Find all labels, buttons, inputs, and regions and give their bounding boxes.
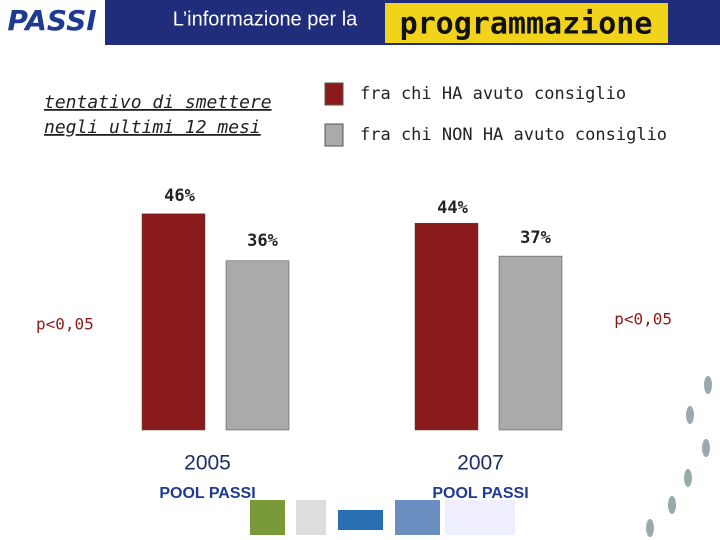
- footprints: [646, 376, 712, 537]
- annotation: p<0,05: [36, 315, 94, 334]
- y-axis-label: negli ultimi 12 mesi: [44, 117, 261, 138]
- annotation: p<0,05: [614, 310, 672, 329]
- value-label: 44%: [437, 198, 468, 218]
- x-sublabel: POOL PASSI: [159, 485, 255, 502]
- header-highlight: [385, 3, 668, 43]
- legend-swatch: [324, 82, 344, 106]
- bar: [498, 255, 563, 431]
- header-keyword: programmazione: [400, 7, 653, 42]
- x-tick-label: 2007: [457, 452, 504, 475]
- header-text: L’informazione per la: [173, 8, 358, 30]
- x-sublabel: POOL PASSI: [432, 485, 528, 502]
- bar: [225, 260, 290, 431]
- y-axis-label: tentativo di smettere: [44, 92, 272, 113]
- x-tick-label: 2005: [184, 452, 231, 475]
- legend-swatch: [324, 123, 344, 147]
- legend-label: fra chi NON HA avuto consiglio: [360, 125, 667, 145]
- bar: [141, 213, 206, 431]
- logos: [250, 500, 515, 535]
- logo-area: [0, 0, 105, 45]
- value-label: 37%: [520, 228, 551, 248]
- logo: PASSI: [7, 4, 96, 37]
- value-label: 46%: [164, 186, 195, 206]
- legend-label: fra chi HA avuto consiglio: [360, 84, 626, 104]
- bar: [414, 222, 479, 431]
- value-label: 36%: [247, 231, 278, 251]
